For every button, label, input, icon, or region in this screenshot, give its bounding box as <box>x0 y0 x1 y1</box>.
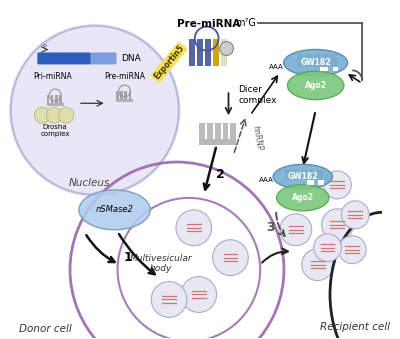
Bar <box>220 39 226 66</box>
Text: GW182: GW182 <box>288 172 318 181</box>
Circle shape <box>151 281 187 317</box>
FancyBboxPatch shape <box>37 53 91 64</box>
Bar <box>55 95 58 103</box>
Text: DNA: DNA <box>122 54 141 63</box>
Ellipse shape <box>273 164 332 189</box>
Bar <box>314 54 320 66</box>
Bar <box>129 91 131 99</box>
Circle shape <box>10 25 179 195</box>
Text: Dicer
complex: Dicer complex <box>238 85 277 105</box>
Circle shape <box>34 107 50 123</box>
Bar <box>51 95 54 103</box>
Bar <box>116 91 119 99</box>
Circle shape <box>220 41 234 56</box>
Text: hnRNP: hnRNP <box>250 125 264 152</box>
Circle shape <box>322 209 353 241</box>
Text: m⁷G: m⁷G <box>235 18 256 27</box>
Circle shape <box>176 210 212 246</box>
Bar <box>285 169 292 180</box>
Bar <box>207 123 213 139</box>
Bar <box>47 95 49 103</box>
Bar <box>307 180 314 184</box>
Bar <box>332 66 338 71</box>
Bar <box>322 54 329 66</box>
Bar <box>301 169 307 180</box>
Text: 1: 1 <box>123 251 132 264</box>
Circle shape <box>58 107 74 123</box>
Text: AAA: AAA <box>269 63 284 69</box>
Bar <box>199 139 236 145</box>
Ellipse shape <box>79 190 150 230</box>
Circle shape <box>302 249 334 281</box>
Bar <box>317 169 323 180</box>
Bar <box>222 123 228 139</box>
Circle shape <box>338 236 366 264</box>
Text: 2: 2 <box>216 168 225 181</box>
Bar <box>116 99 133 102</box>
Bar <box>189 39 195 66</box>
Text: Multivesicular
body: Multivesicular body <box>130 254 192 273</box>
Circle shape <box>341 201 369 229</box>
Bar <box>293 169 299 180</box>
Bar <box>215 123 220 139</box>
Text: Ago2: Ago2 <box>305 81 327 90</box>
Text: nSMase2: nSMase2 <box>96 205 134 214</box>
Bar <box>199 123 205 139</box>
Text: Exportin5: Exportin5 <box>152 44 186 81</box>
Text: 3: 3 <box>266 221 274 234</box>
Bar <box>59 95 62 103</box>
Text: GW182: GW182 <box>300 58 331 67</box>
Bar <box>197 39 203 66</box>
Text: Ago2: Ago2 <box>292 193 314 202</box>
Bar <box>320 66 328 71</box>
Text: p: p <box>42 42 46 47</box>
Ellipse shape <box>288 71 344 100</box>
Bar <box>213 39 218 66</box>
Ellipse shape <box>277 184 329 211</box>
Bar <box>47 103 64 106</box>
Text: Drosha
complex: Drosha complex <box>40 124 70 137</box>
Ellipse shape <box>284 49 348 76</box>
Bar <box>120 91 123 99</box>
Circle shape <box>324 171 351 199</box>
Circle shape <box>46 107 62 123</box>
Bar <box>205 39 211 66</box>
FancyBboxPatch shape <box>91 53 116 64</box>
Circle shape <box>280 214 312 246</box>
Bar <box>124 91 127 99</box>
Circle shape <box>213 240 248 276</box>
Bar <box>230 123 236 139</box>
Bar <box>331 54 337 66</box>
Circle shape <box>314 234 341 262</box>
Text: Pre-miRNA: Pre-miRNA <box>104 72 145 81</box>
Bar <box>297 54 304 66</box>
Text: Pre-miRNA: Pre-miRNA <box>177 19 240 28</box>
Text: AAA: AAA <box>259 177 274 183</box>
Text: Donor cell: Donor cell <box>18 324 71 334</box>
Bar <box>309 169 315 180</box>
Text: Pri-miRNA: Pri-miRNA <box>33 72 72 81</box>
Bar <box>318 180 324 184</box>
Bar <box>305 54 312 66</box>
Text: Recipient cell: Recipient cell <box>320 322 390 332</box>
Text: Nucleus: Nucleus <box>69 178 110 188</box>
Circle shape <box>181 277 217 313</box>
